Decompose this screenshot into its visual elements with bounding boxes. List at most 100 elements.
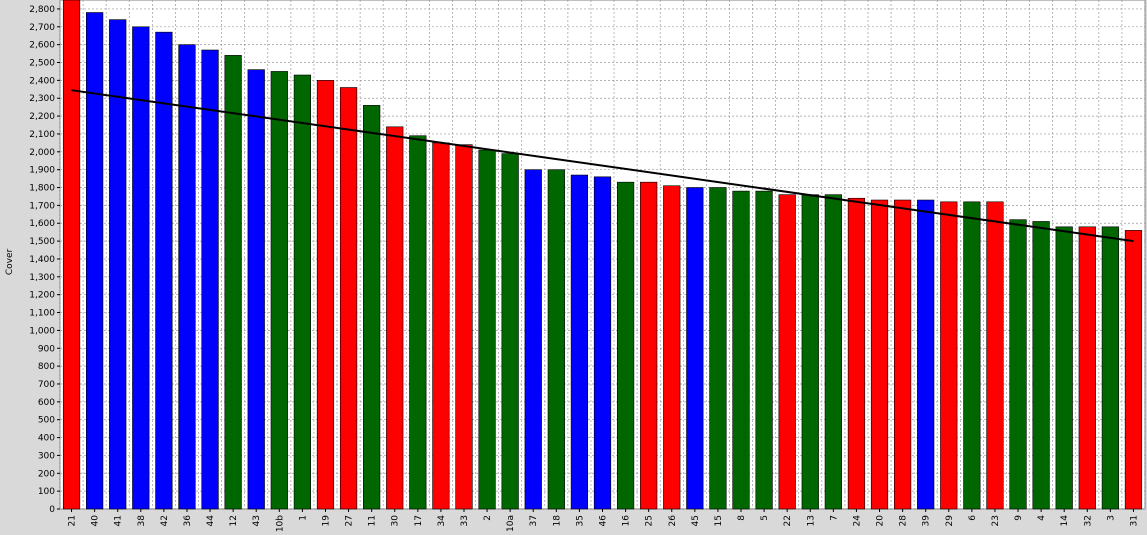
x-tick-label: 32 [1083, 515, 1093, 526]
y-tick-label: 500 [38, 416, 55, 426]
x-tick-label: 37 [529, 515, 539, 526]
bar-19 [316, 80, 335, 510]
bar-17 [409, 135, 427, 510]
bar-41 [109, 19, 127, 510]
bar-14 [1055, 226, 1073, 510]
bar-1 [293, 74, 312, 510]
x-tick-label: 2 [483, 515, 493, 521]
x-tick-label: 4 [1037, 515, 1047, 521]
bar-30 [386, 126, 404, 510]
y-tick-label: 1,700 [29, 201, 55, 211]
x-tick-label: 42 [160, 515, 170, 526]
bar-12 [224, 55, 242, 510]
x-axis: 21 40 41 38 42 36 44 12 43 10b 1 19 27 11 30 17 34 33 2 10a… [68, 509, 1139, 532]
bar-18 [547, 169, 565, 510]
y-tick-label: 1,400 [29, 255, 55, 265]
y-tick-label: 2,100 [29, 130, 55, 140]
y-tick-label: 2,000 [29, 148, 55, 158]
y-tick-label: 2,300 [29, 94, 55, 104]
y-tick-label: 200 [38, 469, 55, 479]
bar-5 [755, 190, 773, 510]
x-tick-label: 31 [1129, 515, 1139, 526]
bar-15 [709, 187, 727, 510]
bar-13 [801, 194, 819, 510]
bar-46 [593, 176, 612, 510]
x-tick-label: 7 [829, 515, 839, 521]
x-tick-label: 10b [275, 515, 285, 532]
x-tick-label: 18 [552, 515, 562, 527]
x-tick-label: 43 [252, 515, 262, 526]
y-tick-label: 1,300 [29, 273, 55, 283]
x-tick-label: 5 [760, 515, 770, 521]
x-tick-label: 29 [945, 515, 955, 527]
y-tick-label: 1,100 [29, 309, 55, 319]
bar-45 [686, 187, 704, 510]
bar-2 [478, 149, 496, 510]
bar-3 [1101, 226, 1119, 510]
bar-11 [363, 105, 381, 510]
y-tick-label: 1,800 [29, 184, 55, 194]
bar-39 [917, 199, 935, 510]
y-tick-label: 1,600 [29, 219, 55, 229]
y-tick-label: 2,400 [29, 76, 55, 86]
y-tick-label: 1,000 [29, 326, 55, 336]
x-tick-label: 24 [852, 515, 862, 527]
bar-16 [616, 181, 635, 510]
bar-33 [455, 144, 473, 510]
y-tick-label: 800 [38, 362, 55, 372]
bar-25 [640, 181, 658, 510]
bar-4 [1032, 221, 1050, 510]
bar-34 [432, 142, 450, 510]
bar-37 [524, 169, 542, 510]
y-tick-label: 300 [38, 451, 55, 461]
y-tick-label: 2,700 [29, 23, 55, 33]
x-tick-label: 41 [114, 515, 124, 526]
x-tick-label: 28 [899, 515, 909, 527]
x-tick-label: 30 [391, 515, 401, 527]
x-tick-label: 20 [876, 515, 886, 527]
bar-24 [847, 197, 866, 510]
y-tick-label: 2,200 [29, 112, 55, 122]
trendline [71, 89, 1134, 243]
x-tick-label: 26 [668, 515, 678, 527]
x-tick-label: 14 [1060, 515, 1070, 527]
x-tick-label: 34 [437, 515, 447, 527]
y-tick-label: 2,800 [29, 5, 55, 15]
y-tick-label: 1,900 [29, 166, 55, 176]
bar-9 [1009, 219, 1027, 510]
y-tick-label: 1,500 [29, 237, 55, 247]
x-tick-label: 21 [68, 515, 78, 526]
x-tick-label: 45 [691, 515, 701, 526]
y-tick-label: 600 [38, 398, 55, 408]
y-tick-label: 900 [38, 344, 55, 354]
bar-27 [339, 87, 358, 510]
bar-28 [893, 199, 912, 510]
x-tick-label: 12 [229, 515, 239, 526]
bar-8 [732, 190, 750, 510]
y-tick-label: 2,600 [29, 41, 55, 51]
bar-36 [178, 44, 196, 510]
x-tick-label: 19 [321, 515, 331, 527]
bar-21 [62, 0, 81, 510]
x-tick-label: 6 [968, 515, 978, 521]
bar-40 [86, 12, 104, 510]
x-tick-label: 1 [298, 515, 308, 521]
y-axis-label: Cover [5, 249, 15, 276]
bar-44 [201, 49, 219, 510]
bar-32 [1078, 226, 1096, 510]
x-tick-label: 9 [1014, 515, 1024, 521]
bar-29 [940, 201, 958, 510]
x-tick-label: 36 [183, 515, 193, 527]
x-tick-label: 33 [460, 515, 470, 526]
trendline-line [71, 89, 1134, 243]
y-tick-label: 0 [49, 505, 55, 515]
x-tick-label: 11 [368, 515, 378, 526]
x-tick-label: 13 [806, 515, 816, 526]
y-tick-label: 100 [38, 487, 55, 497]
x-tick-label: 25 [645, 515, 655, 526]
x-tick-label: 46 [599, 515, 609, 527]
y-axis: 0 100 200 300 400 500 600 700 800 900 1,000 1,100 1,… [29, 5, 60, 515]
bar-31 [1124, 230, 1143, 510]
bar-7 [824, 194, 842, 510]
